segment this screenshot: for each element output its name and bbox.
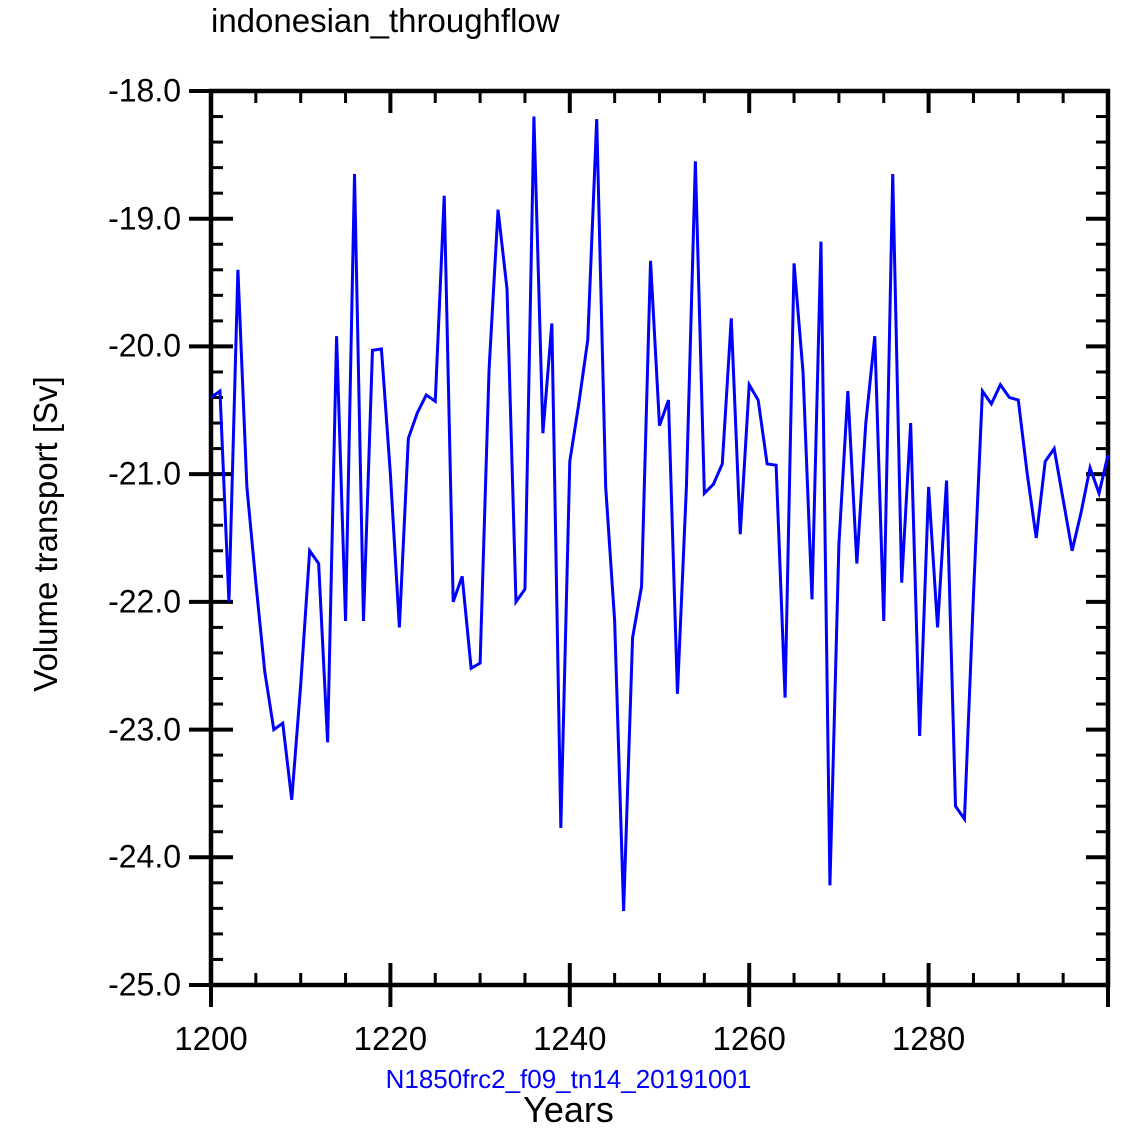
y-tick-label: -19.0 bbox=[108, 200, 181, 237]
y-tick-label: -21.0 bbox=[108, 455, 181, 492]
x-tick-label: 1220 bbox=[353, 1020, 428, 1057]
run-id-annotation: N1850frc2_f09_tn14_20191001 bbox=[385, 1064, 752, 1094]
x-tick-label: 1280 bbox=[891, 1020, 966, 1057]
y-tick-label: -25.0 bbox=[108, 966, 181, 1003]
data-line bbox=[210, 116, 1110, 911]
y-tick-label: -23.0 bbox=[108, 711, 181, 748]
x-tick-label: 1200 bbox=[174, 1020, 248, 1057]
y-tick-label: -18.0 bbox=[108, 72, 181, 109]
x-axis-label: Years bbox=[523, 1089, 614, 1130]
y-tick-label: -24.0 bbox=[108, 838, 181, 875]
chart-title: indonesian_throughflow bbox=[211, 2, 560, 39]
y-tick-label: -20.0 bbox=[108, 327, 181, 364]
y-tick-label: -22.0 bbox=[108, 583, 181, 620]
x-tick-label: 1240 bbox=[533, 1020, 607, 1057]
plot-frame bbox=[208, 88, 1111, 988]
x-tick-label: 1260 bbox=[712, 1020, 786, 1057]
